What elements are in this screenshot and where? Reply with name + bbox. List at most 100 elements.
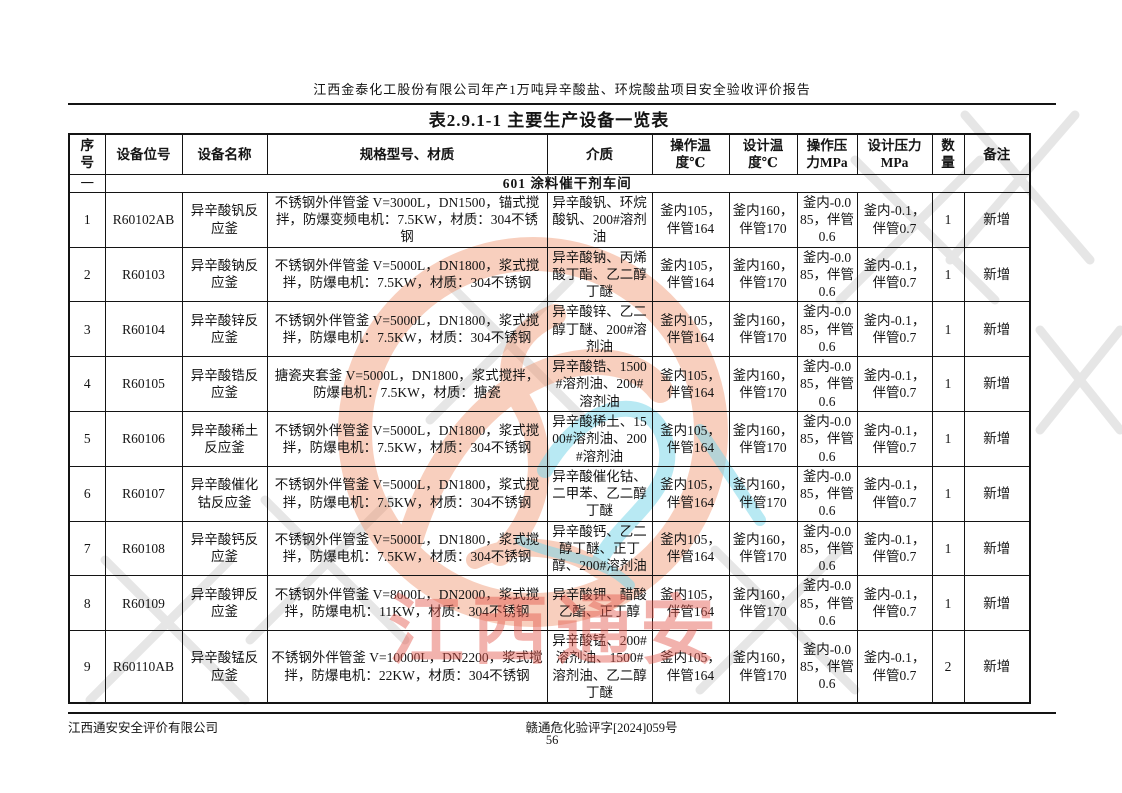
footer-company: 江西通安安全评价有限公司 — [68, 721, 219, 735]
cell-tag: R60104 — [104, 301, 183, 358]
cell-op_press: 釜内-0.085，伴管0.6 — [796, 575, 858, 632]
column-header-medium: 介质 — [546, 133, 653, 175]
cell-op_press: 釜内-0.085，伴管0.6 — [796, 246, 858, 303]
cell-name: 异辛酸锰反应釜 — [181, 630, 268, 704]
cell-op_temp: 釜内105，伴管164 — [651, 301, 730, 358]
cell-design_temp: 釜内160，伴管170 — [728, 301, 798, 358]
cell-medium: 异辛酸钙、乙二醇丁醚、正丁醇、200#溶剂油 — [546, 520, 653, 577]
cell-qty: 1 — [931, 246, 965, 303]
cell-medium: 异辛酸催化钴、二甲苯、乙二醇丁醚 — [546, 465, 653, 522]
cell-medium: 异辛酸钠、丙烯酸丁酯、乙二醇丁醚 — [546, 246, 653, 303]
cell-design_press: 釜内-0.1，伴管0.7 — [856, 410, 933, 467]
cell-design_temp: 釜内160，伴管170 — [728, 356, 798, 412]
cell-design_press: 釜内-0.1，伴管0.7 — [856, 465, 933, 522]
cell-design_press: 釜内-0.1，伴管0.7 — [856, 630, 933, 704]
cell-design_press: 釜内-0.1，伴管0.7 — [856, 246, 933, 303]
cell-tag: R60108 — [104, 520, 183, 577]
cell-tag: R60102AB — [104, 191, 183, 248]
cell-op_temp: 釜内105，伴管164 — [651, 246, 730, 303]
cell-op_temp: 釜内105，伴管164 — [651, 630, 730, 704]
table-row: 8 R60109 异辛酸钾反应釜 不锈钢外伴管釜 V=8000L，DN2000，浆式搅… — [68, 575, 1031, 632]
cell-qty: 1 — [931, 191, 965, 248]
cell-name: 异辛酸钙反应釜 — [181, 520, 268, 577]
cell-design_temp: 釜内160，伴管170 — [728, 410, 798, 467]
cell-spec: 不锈钢外伴管釜 V=3000L，DN1500，锚式搅拌，防爆变频电机：7.5KW… — [266, 191, 548, 248]
cell-remark: 新增 — [963, 301, 1031, 358]
table-row: 3 R60104 异辛酸锌反应釜 不锈钢外伴管釜 V=5000L，DN1800，浆式搅… — [68, 301, 1031, 358]
cell-spec: 不锈钢外伴管釜 V=5000L，DN1800，浆式搅拌，防爆电机：7.5KW，材… — [266, 301, 548, 358]
cell-design_press: 釜内-0.1，伴管0.7 — [856, 301, 933, 358]
cell-name: 异辛酸锆反应釜 — [181, 356, 268, 412]
cell-tag: R60109 — [104, 575, 183, 632]
cell-qty: 1 — [931, 575, 965, 632]
table-title: 表2.9.1-1 主要生产设备一览表 — [428, 111, 670, 130]
column-header-name: 设备名称 — [181, 133, 268, 175]
cell-no: 2 — [68, 246, 106, 303]
table-row: 2 R60103 异辛酸钠反应釜 不锈钢外伴管釜 V=5000L，DN1800，浆式搅… — [68, 246, 1031, 303]
cell-medium: 异辛酸锌、乙二醇丁醚、200#溶剂油 — [546, 301, 653, 358]
cell-design_press: 釜内-0.1，伴管0.7 — [856, 356, 933, 412]
cell-design_temp: 釜内160，伴管170 — [728, 520, 798, 577]
cell-medium: 异辛酸稀土、1500#溶剂油、200#溶剂油 — [546, 410, 653, 467]
cell-tag: R60105 — [104, 356, 183, 412]
cell-spec: 不锈钢外伴管釜 V=5000L，DN1800，浆式搅拌，防爆电机：7.5KW，材… — [266, 465, 548, 522]
cell-remark: 新增 — [963, 465, 1031, 522]
cell-op_press: 釜内-0.085，伴管0.6 — [796, 465, 858, 522]
cell-design_temp: 釜内160，伴管170 — [728, 575, 798, 632]
section-index: 一 — [68, 173, 106, 193]
table-row: 7 R60108 异辛酸钙反应釜 不锈钢外伴管釜 V=5000L，DN1800，浆式搅… — [68, 520, 1031, 577]
page-footer: 江西通安安全评价有限公司 赣通危化验评字[2024]059号 56 — [68, 712, 1056, 758]
cell-op_temp: 釜内105，伴管164 — [651, 465, 730, 522]
cell-op_press: 釜内-0.085，伴管0.6 — [796, 301, 858, 358]
cell-medium: 异辛酸锆、1500#溶剂油、200#溶剂油 — [546, 356, 653, 412]
cell-qty: 1 — [931, 465, 965, 522]
cell-remark: 新增 — [963, 191, 1031, 248]
cell-no: 1 — [68, 191, 106, 248]
table-row: 4 R60105 异辛酸锆反应釜 搪瓷夹套釜 V=5000L，DN1800，浆式搅拌，… — [68, 356, 1031, 412]
cell-design_temp: 釜内160，伴管170 — [728, 191, 798, 248]
column-header-qty: 数 量 — [931, 133, 965, 175]
cell-op_temp: 釜内105，伴管164 — [651, 410, 730, 467]
footer-doc-number: 赣通危化验评字[2024]059号 — [525, 721, 678, 735]
cell-design_temp: 釜内160，伴管170 — [728, 246, 798, 303]
cell-remark: 新增 — [963, 520, 1031, 577]
cell-name: 异辛酸锌反应釜 — [181, 301, 268, 358]
report-header: 江西金泰化工股份有限公司年产1万吨异辛酸盐、环烷酸盐项目安全验收评价报告 — [68, 79, 1056, 105]
column-header-no: 序 号 — [68, 133, 106, 175]
cell-op_temp: 釜内105，伴管164 — [651, 191, 730, 248]
cell-no: 4 — [68, 356, 106, 412]
cell-spec: 不锈钢外伴管釜 V=10000L，DN2200，浆式搅拌，防爆电机：22KW，材… — [266, 630, 548, 704]
cell-remark: 新增 — [963, 630, 1031, 704]
column-header-op_temp: 操作温 度℃ — [651, 133, 730, 175]
cell-no: 8 — [68, 575, 106, 632]
cell-op_temp: 釜内105，伴管164 — [651, 575, 730, 632]
cell-op_temp: 釜内105，伴管164 — [651, 356, 730, 412]
table-row: 1 R60102AB 异辛酸钒反应釜 不锈钢外伴管釜 V=3000L，DN1500，锚… — [68, 191, 1031, 248]
table-row: 6 R60107 异辛酸催化钴反应釜 不锈钢外伴管釜 V=5000L，DN1800，浆… — [68, 465, 1031, 522]
column-header-design_temp: 设计温 度℃ — [728, 133, 798, 175]
cell-spec: 不锈钢外伴管釜 V=5000L，DN1800，浆式搅拌，防爆电机：7.5KW，材… — [266, 246, 548, 303]
cell-name: 异辛酸稀土反应釜 — [181, 410, 268, 467]
cell-qty: 2 — [931, 630, 965, 704]
cell-op_press: 釜内-0.085，伴管0.6 — [796, 630, 858, 704]
cell-op_press: 釜内-0.085，伴管0.6 — [796, 520, 858, 577]
column-header-spec: 规格型号、材质 — [266, 133, 548, 175]
cell-spec: 不锈钢外伴管釜 V=8000L，DN2000，浆式搅拌，防爆电机：11KW，材质… — [266, 575, 548, 632]
cell-op_press: 釜内-0.085，伴管0.6 — [796, 191, 858, 248]
cell-spec: 不锈钢外伴管釜 V=5000L，DN1800，浆式搅拌，防爆电机：7.5KW，材… — [266, 410, 548, 467]
column-header-remark: 备注 — [963, 133, 1031, 175]
cell-spec: 不锈钢外伴管釜 V=5000L，DN1800，浆式搅拌，防爆电机：7.5KW，材… — [266, 520, 548, 577]
table-row: 5 R60106 异辛酸稀土反应釜 不锈钢外伴管釜 V=5000L，DN1800，浆式… — [68, 410, 1031, 467]
cell-op_press: 釜内-0.085，伴管0.6 — [796, 356, 858, 412]
cell-design_press: 釜内-0.1，伴管0.7 — [856, 575, 933, 632]
equipment-table-body: 一 601 涂料催干剂车间 1 R60102AB 异辛酸钒反应釜 不锈钢外伴管釜 V=… — [68, 173, 1031, 704]
equipment-table: 序 号设备位号 设备名称 规格型号、材质 介质 操作温 度℃ 设计温 度℃ 操作压 力MPa… — [68, 133, 1031, 705]
cell-design_temp: 釜内160，伴管170 — [728, 465, 798, 522]
section-row: 一 601 涂料催干剂车间 — [68, 173, 1031, 193]
cell-remark: 新增 — [963, 575, 1031, 632]
cell-spec: 搪瓷夹套釜 V=5000L，DN1800，浆式搅拌，防爆电机：7.5KW，材质：… — [266, 356, 548, 412]
column-header-design_press: 设计压力 MPa — [856, 133, 933, 175]
column-header-tag: 设备位号 — [104, 133, 183, 175]
cell-name: 异辛酸催化钴反应釜 — [181, 465, 268, 522]
